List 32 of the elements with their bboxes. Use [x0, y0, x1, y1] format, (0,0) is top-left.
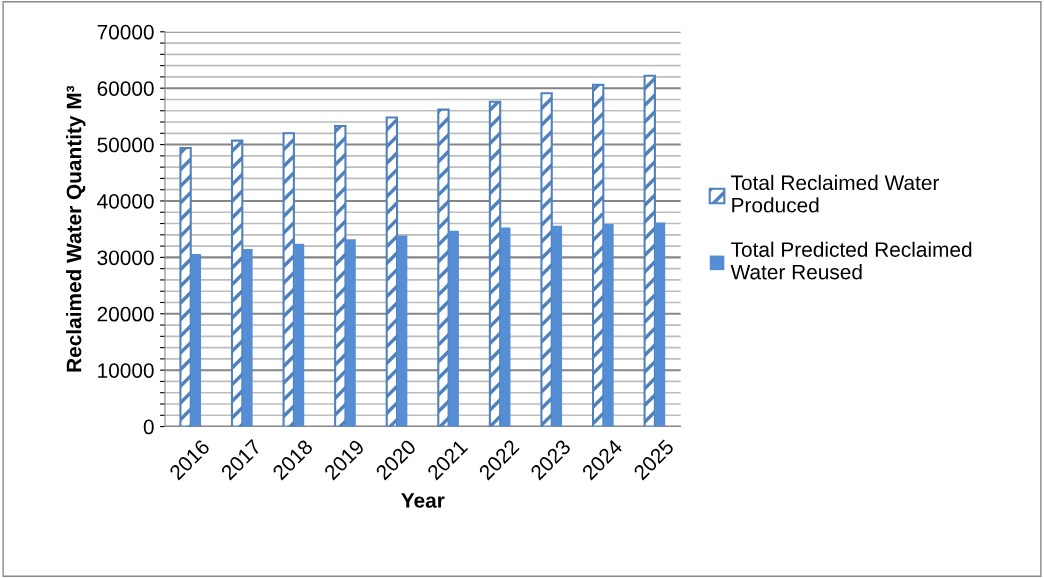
- bar: [190, 253, 202, 427]
- bar: [397, 235, 408, 427]
- bar: [448, 230, 459, 427]
- y-tick-label: 20000: [97, 306, 154, 322]
- bar: [345, 239, 356, 427]
- bar: [230, 139, 244, 427]
- bar: [540, 92, 553, 427]
- bar: [500, 227, 511, 427]
- y-tick-label: 60000: [97, 81, 154, 96]
- bar: [334, 124, 347, 427]
- bar: [643, 74, 656, 427]
- legend-label: Total Reclaimed Water Produced: [731, 174, 940, 213]
- y-tick-label: 10000: [98, 363, 154, 378]
- y-tick-label: 70000: [97, 24, 154, 40]
- bar: [385, 116, 399, 427]
- y-tick-label: 50000: [97, 137, 154, 153]
- bar: [282, 132, 295, 427]
- bar: [179, 146, 192, 427]
- bar: [551, 225, 563, 427]
- y-tick-label: 0: [143, 419, 154, 435]
- bar: [242, 248, 253, 427]
- bar: [437, 108, 450, 427]
- legend-label: Total Predicted Reclaimed Water Reused: [730, 241, 972, 280]
- bar: [293, 243, 305, 427]
- y-tick-label: 40000: [97, 193, 154, 209]
- y-tick-label: 30000: [97, 250, 154, 266]
- x-axis-title: Year: [401, 493, 445, 508]
- bar: [488, 100, 502, 427]
- bar: [654, 222, 666, 427]
- y-axis-title: Reclaimed Water Quantity M³: [66, 85, 86, 372]
- bar: [591, 83, 605, 427]
- bar: [603, 224, 614, 427]
